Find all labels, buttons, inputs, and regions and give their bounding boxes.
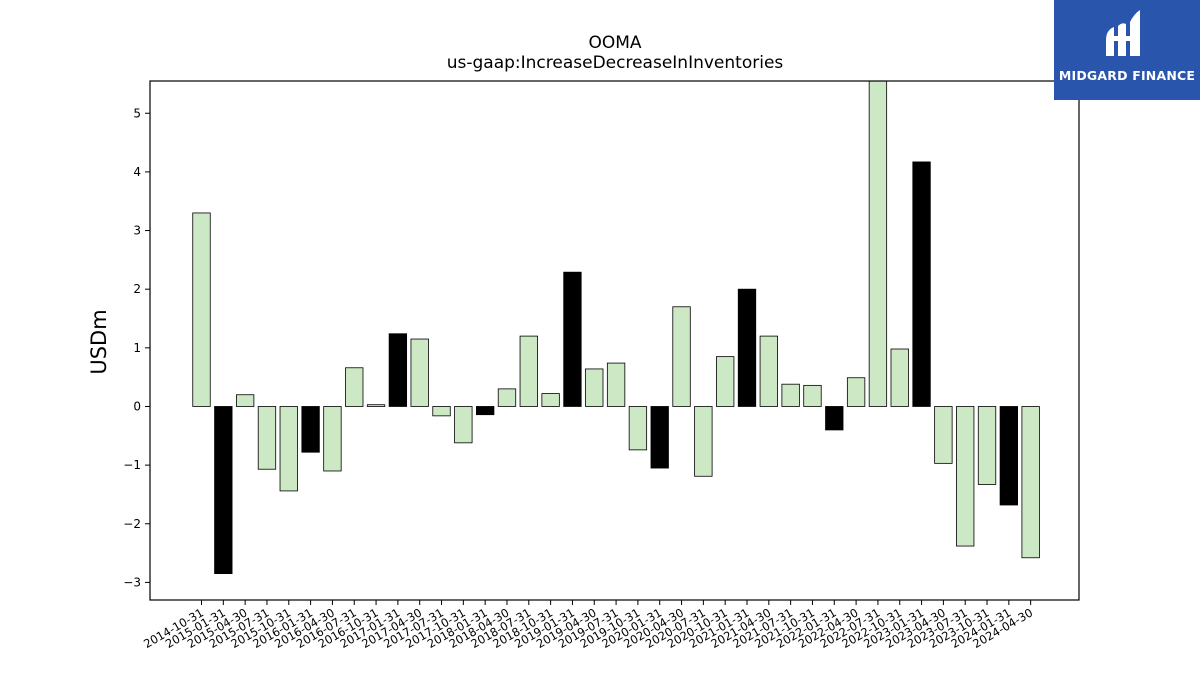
bar-2022-10-31 (890, 348, 909, 407)
chart-title: OOMA (588, 33, 641, 53)
bar-2018-10-31 (541, 393, 560, 407)
bar-2023-01-31 (912, 161, 931, 407)
bar-2021-10-31 (803, 384, 822, 407)
bar-2018-07-31 (519, 335, 538, 407)
bar-2015-01-31 (214, 406, 233, 575)
y-tick-label: 4 (133, 165, 141, 179)
bar-2020-01-31 (650, 406, 669, 469)
bar-2021-07-31 (781, 383, 800, 407)
bar-2016-04-30 (323, 406, 342, 472)
y-tick-label: 3 (133, 224, 141, 238)
bar-2021-01-31 (737, 288, 757, 407)
bar-2015-04-30 (235, 394, 255, 407)
bar-2016-01-31 (301, 406, 320, 453)
bar-2022-07-31 (868, 80, 888, 407)
bar-2015-10-31 (279, 406, 298, 492)
y-tick-label: −3 (123, 575, 141, 589)
bar-2019-07-31 (606, 362, 626, 407)
bar-2022-01-31 (825, 406, 844, 431)
y-tick-label: 1 (133, 341, 141, 355)
bar-2014-10-31 (192, 212, 211, 407)
bar-2023-07-31 (956, 406, 975, 547)
bar-2024-01-31 (999, 406, 1018, 506)
bar-2019-10-31 (628, 406, 648, 451)
midgard-finance-logo: MIDGARD FINANCE (1054, 0, 1200, 100)
bar-2015-07-31 (257, 406, 277, 470)
y-tick-label: −2 (123, 517, 141, 531)
bar-2016-10-31 (366, 404, 386, 407)
y-tick-label: 5 (133, 106, 141, 120)
y-tick-label: 0 (133, 399, 141, 413)
bars-layer (192, 80, 1040, 575)
bar-2019-04-30 (585, 368, 604, 407)
bar-2023-04-30 (934, 406, 953, 464)
bar-2024-04-30 (1021, 406, 1040, 559)
y-axis-ticks: −3 −2 −1 0 1 2 3 4 5 (123, 106, 150, 589)
y-axis-label: USDm (87, 309, 111, 374)
bar-2017-07-31 (432, 406, 451, 417)
bar-2020-10-31 (716, 356, 735, 407)
bar-2021-04-30 (759, 335, 778, 407)
bar-2017-01-31 (388, 333, 408, 407)
bar-2016-07-31 (345, 367, 364, 407)
plot-frame (149, 80, 1080, 601)
bar-2020-04-30 (672, 306, 691, 407)
x-axis-ticks: 2014-10-312015-01-312015-04-302015-07-31… (141, 600, 1035, 651)
bar-2018-04-30 (497, 388, 517, 407)
logo-text: MIDGARD FINANCE (1058, 68, 1196, 83)
chart-subtitle: us-gaap:IncreaseDecreaseInInventories (447, 53, 784, 73)
bar-2023-10-31 (977, 406, 997, 485)
bar-2020-07-31 (694, 406, 713, 477)
bar-2022-04-30 (846, 377, 866, 407)
bar-2018-01-31 (476, 406, 495, 416)
midgard-logo-icon (1106, 10, 1140, 56)
y-tick-label: 2 (133, 282, 141, 296)
bar-2019-01-31 (563, 271, 582, 407)
y-tick-label: −1 (123, 458, 141, 472)
bar-2017-04-30 (410, 338, 429, 407)
bar-2017-10-31 (454, 406, 473, 444)
